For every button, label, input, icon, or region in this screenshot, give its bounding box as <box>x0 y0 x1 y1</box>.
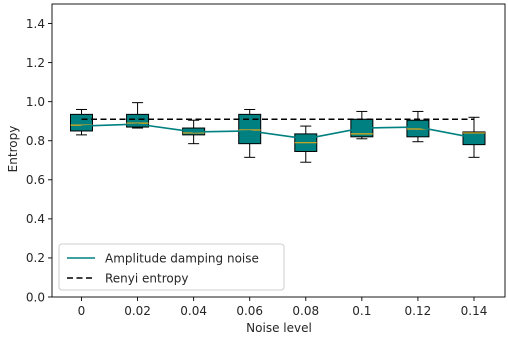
y-tick-label: 0.8 <box>26 134 45 148</box>
box-3 <box>238 108 262 158</box>
x-tick-label: 0.12 <box>405 304 432 318</box>
plot-frame <box>51 3 506 298</box>
series-line-0 <box>81 123 475 140</box>
box-body <box>238 113 262 145</box>
y-tick-label: 1.2 <box>26 56 45 70</box>
y-tick-label: 0.6 <box>26 173 45 187</box>
x-axis-label: Noise level <box>246 321 312 335</box>
y-tick-label: 0.0 <box>26 290 45 304</box>
y-axis-label: Entropy <box>6 126 20 173</box>
box-body <box>70 113 93 132</box>
y-axis: 0.0 0.2 0.4 0.6 0.8 1.0 1.2 1.4 <box>26 17 52 304</box>
x-tick-label: 0.04 <box>180 304 207 318</box>
box-4 <box>294 125 318 163</box>
y-tick-label: 1.4 <box>26 17 45 31</box>
y-tick-label: 0.4 <box>26 212 45 226</box>
x-tick-label: 0.06 <box>236 304 263 318</box>
x-tick-label: 0.14 <box>461 304 488 318</box>
box-6 <box>406 110 430 143</box>
legend-label-1: Renyi entropy <box>105 271 188 285</box>
x-tick-label: 0 <box>78 304 86 318</box>
box-7 <box>462 116 486 158</box>
box-5 <box>350 110 374 140</box>
x-tick-label: 0.08 <box>292 304 319 318</box>
x-tick-label: 0.1 <box>352 304 371 318</box>
plot-area <box>51 3 506 298</box>
x-axis: 0 0.02 0.04 0.06 0.08 0.1 0.12 0.14 <box>78 297 488 318</box>
box-body <box>462 131 486 146</box>
legend: Amplitude damping noise Renyi entropy <box>58 243 285 291</box>
y-tick-label: 0.2 <box>26 251 45 265</box>
legend-frame <box>58 243 285 291</box>
box-0 <box>70 108 93 136</box>
x-tick-label: 0.02 <box>124 304 151 318</box>
legend-label-0: Amplitude damping noise <box>105 251 259 265</box>
y-tick-label: 1.0 <box>26 95 45 109</box>
